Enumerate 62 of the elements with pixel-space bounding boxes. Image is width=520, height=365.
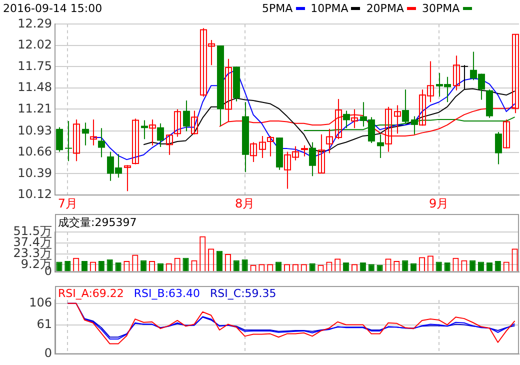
- candlestick: [157, 122, 164, 148]
- bar: [140, 260, 147, 272]
- candlestick: [141, 120, 148, 140]
- candlestick: [267, 135, 274, 157]
- y-tick-label: 61: [36, 316, 52, 331]
- candlestick: [453, 55, 460, 91]
- bar: [233, 260, 240, 272]
- bar: [470, 260, 476, 272]
- chart-title: 2016-09-14 15:00: [3, 2, 102, 16]
- candlestick: [259, 135, 266, 159]
- bar: [106, 259, 113, 272]
- y-tick-label: 12.29: [18, 16, 52, 30]
- x-tick-label: 8月: [235, 196, 255, 210]
- candlestick: [183, 100, 190, 132]
- candlestick: [98, 128, 105, 158]
- bar: [494, 260, 501, 272]
- legend-label: 30PMA: [422, 2, 460, 15]
- bar: [402, 260, 408, 272]
- candlestick: [149, 118, 156, 146]
- y-tick-label: 10.66: [18, 144, 52, 159]
- y-tick-label: 10.39: [18, 166, 52, 180]
- y-tick-label: 11.48: [18, 80, 52, 94]
- candlestick: [326, 128, 333, 154]
- candlestick: [309, 142, 316, 177]
- candlestick: [65, 120, 72, 162]
- bar: [216, 250, 223, 272]
- candlestick: [301, 144, 308, 157]
- bar: [242, 259, 248, 272]
- candlestick: [250, 142, 257, 162]
- candlestick: [56, 126, 63, 152]
- candlestick: [124, 164, 131, 192]
- legend-label: 10PMA: [310, 2, 348, 15]
- y-tick-label: 11.21: [18, 101, 52, 116]
- legend-label: 20PMA: [366, 2, 404, 15]
- bar: [98, 260, 104, 272]
- candlestick: [318, 134, 325, 174]
- y-tick-label: 0: [44, 346, 52, 360]
- candlestick: [191, 110, 198, 135]
- candlestick: [495, 132, 502, 165]
- series-label: RSI_B:63.40: [134, 287, 200, 300]
- y-tick-label: 106: [29, 295, 52, 310]
- bar: [81, 260, 88, 272]
- y-tick-label: 11.75: [18, 58, 52, 73]
- candlestick: [394, 104, 401, 134]
- y-tick-label: 10.93: [18, 123, 52, 138]
- candlestick: [174, 108, 181, 138]
- series-label: RSI_A:69.22: [58, 287, 124, 300]
- chart-title: 成交量:295397: [58, 216, 137, 230]
- y-tick-label: 10.12: [18, 187, 52, 202]
- x-tick-label: 7月: [58, 196, 78, 210]
- candlestick: [82, 122, 89, 146]
- legend-label: 5PMA: [262, 2, 293, 15]
- y-tick-label: 12.02: [18, 38, 52, 52]
- series-label: RSI_C:59.35: [210, 287, 276, 300]
- bar: [182, 258, 189, 272]
- candlestick: [73, 118, 80, 162]
- bar: [64, 260, 71, 272]
- candlestick: [503, 118, 510, 150]
- x-tick-label: 9月: [429, 196, 449, 210]
- candlestick: [166, 134, 173, 156]
- candlestick: [132, 118, 139, 165]
- candlestick: [90, 118, 97, 146]
